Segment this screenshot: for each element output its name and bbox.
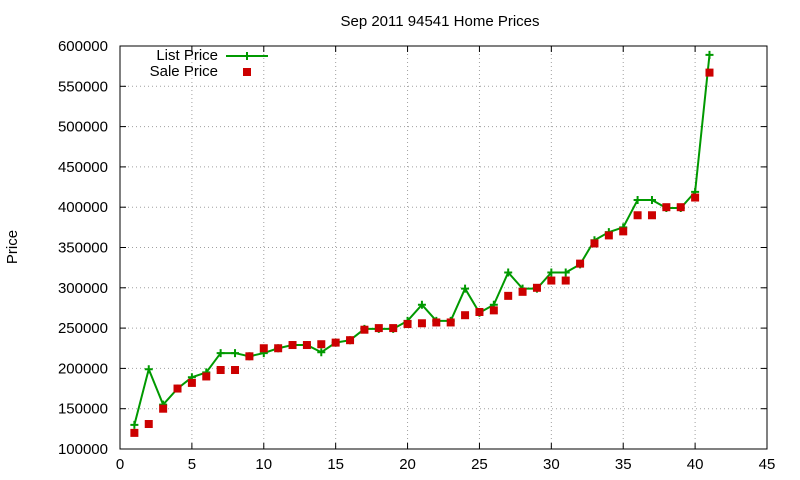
x-tick-label: 30 (543, 456, 560, 473)
x-tick-label: 0 (116, 456, 124, 473)
legend-label-list-price: List Price (156, 47, 218, 64)
sale-price-point (173, 384, 182, 393)
axis-ticks: 0 5 10 15 20 25 30 35 40 45 100000 150000 200000 2500… (58, 38, 775, 473)
sale-price-point (532, 283, 541, 292)
list-price-point (216, 349, 225, 358)
sale-price-point (676, 203, 685, 212)
list-price-point (461, 284, 470, 293)
plot-frame (119, 45, 768, 450)
x-tick-label: 15 (327, 456, 344, 473)
sale-price-point (374, 324, 383, 333)
y-tick-label: 350000 (58, 240, 108, 257)
y-tick-label: 150000 (58, 401, 108, 418)
sale-price-point (331, 338, 340, 347)
list-price-point (231, 349, 240, 358)
x-tick-label: 5 (188, 456, 196, 473)
sale-price-point (604, 231, 613, 240)
sale-price-point (259, 344, 268, 353)
x-tick-label: 20 (399, 456, 416, 473)
x-tick-label: 40 (687, 456, 704, 473)
list-price-point (647, 195, 656, 204)
sale-price-point (504, 291, 513, 300)
x-tick-label: 45 (759, 456, 776, 473)
sale-price-point (216, 366, 225, 375)
sale-price-point (159, 404, 168, 413)
sale-price-point (691, 193, 700, 202)
sale-price-point (633, 211, 642, 220)
list-price-point (705, 50, 714, 59)
sale-price-point (403, 320, 412, 329)
legend: List Price Sale Price (150, 47, 268, 80)
legend-sample-sale-price-marker (243, 68, 251, 76)
sale-price-point (662, 203, 671, 212)
sale-price-point (446, 318, 455, 327)
sale-price-point (619, 227, 628, 236)
y-tick-label: 500000 (58, 119, 108, 136)
sale-price-point (547, 276, 556, 285)
list-price-point (547, 268, 556, 277)
legend-label-sale-price: Sale Price (150, 63, 218, 80)
sale-price-point (302, 341, 311, 350)
x-tick-label: 25 (471, 456, 488, 473)
sale-price-point (346, 336, 355, 345)
y-axis-label: Price (4, 230, 21, 264)
y-tick-label: 250000 (58, 320, 108, 337)
x-tick-label: 10 (255, 456, 272, 473)
list-price-point (317, 348, 326, 357)
sale-price-point (187, 378, 196, 387)
sale-price-point (360, 325, 369, 334)
y-tick-label: 200000 (58, 360, 108, 377)
list-price-point (417, 300, 426, 309)
list-price-point (144, 365, 153, 374)
sale-price-point (561, 276, 570, 285)
sale-price-point (202, 372, 211, 381)
sale-price-point (461, 311, 470, 320)
sale-price-point (317, 340, 326, 349)
sale-price-point (647, 211, 656, 220)
sale-price-point (231, 366, 240, 375)
y-tick-label: 100000 (58, 441, 108, 458)
y-tick-label: 600000 (58, 38, 108, 55)
sale-price-point (389, 324, 398, 333)
x-tick-label: 35 (615, 456, 632, 473)
legend-sample-list-price-marker (243, 52, 251, 60)
chart-title: Sep 2011 94541 Home Prices (340, 13, 539, 30)
y-tick-label: 550000 (58, 78, 108, 95)
list-price-point (504, 268, 513, 277)
sale-price-point (576, 259, 585, 268)
sale-price-point (288, 341, 297, 350)
sale-price-point (417, 319, 426, 328)
sale-price-point (590, 239, 599, 248)
y-tick-label: 300000 (58, 280, 108, 297)
sale-price-point (432, 318, 441, 327)
sale-price-point (705, 68, 714, 77)
sale-price-point (144, 420, 153, 429)
sale-price-point (475, 307, 484, 316)
sale-price-point (518, 287, 527, 296)
sale-price-point (274, 344, 283, 353)
list-price-point (130, 420, 139, 429)
list-price-point (633, 195, 642, 204)
list-price-point (561, 268, 570, 277)
y-tick-label: 450000 (58, 159, 108, 176)
y-tick-label: 400000 (58, 199, 108, 216)
grid (120, 46, 767, 449)
series (130, 50, 714, 437)
sale-price-point (489, 306, 498, 315)
sale-price-point (130, 428, 139, 437)
sale-price-point (245, 352, 254, 361)
